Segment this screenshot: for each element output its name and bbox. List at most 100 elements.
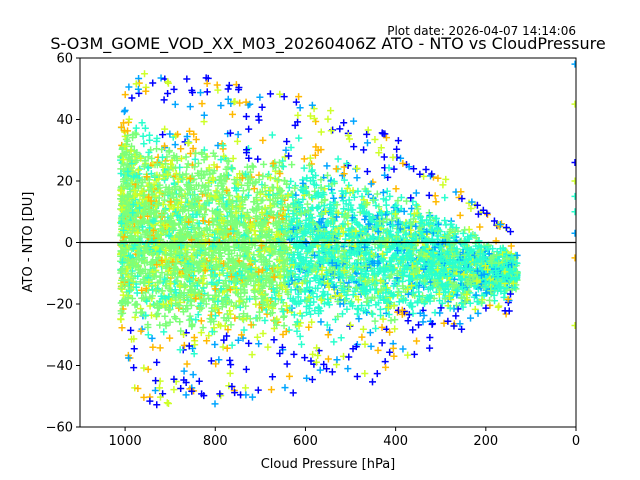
data-point: [254, 155, 262, 163]
data-point: [275, 159, 283, 167]
data-point: [326, 326, 334, 334]
data-point: [492, 237, 500, 245]
data-point: [311, 274, 319, 282]
data-point: [339, 197, 347, 205]
data-point: [372, 324, 380, 332]
data-point: [336, 263, 344, 271]
data-point: [303, 174, 311, 182]
data-point: [305, 293, 313, 301]
data-point: [161, 142, 169, 150]
data-point: [338, 310, 346, 318]
data-point: [308, 318, 316, 326]
data-point: [346, 321, 354, 329]
data-point: [131, 313, 139, 321]
data-point: [211, 152, 219, 160]
data-point: [317, 184, 325, 192]
data-point: [299, 195, 307, 203]
data-point: [128, 295, 136, 303]
data-point: [234, 336, 242, 344]
data-point: [138, 119, 146, 127]
data-point: [194, 169, 202, 177]
data-point: [199, 217, 207, 225]
data-point: [182, 305, 190, 313]
data-point: [431, 192, 439, 200]
data-point: [295, 265, 303, 273]
data-point: [350, 193, 358, 201]
data-point: [294, 198, 302, 206]
data-point: [127, 147, 135, 155]
data-point: [202, 300, 210, 308]
data-point: [136, 165, 144, 173]
data-point: [275, 292, 283, 300]
data-point: [117, 123, 125, 131]
data-point: [253, 333, 261, 341]
data-point: [328, 259, 336, 267]
data-point: [195, 220, 203, 228]
data-point: [337, 224, 345, 232]
data-point: [343, 255, 351, 263]
data-point: [162, 205, 170, 213]
data-point: [132, 283, 140, 291]
data-point: [395, 278, 403, 286]
data-point: [324, 331, 332, 339]
data-point: [229, 165, 237, 173]
data-point: [244, 181, 252, 189]
data-point: [203, 280, 211, 288]
data-point: [243, 312, 251, 320]
data-point: [211, 341, 219, 349]
data-point: [394, 197, 402, 205]
data-point: [269, 285, 277, 293]
data-point: [489, 245, 497, 253]
data-point: [434, 266, 442, 274]
data-point: [383, 248, 391, 256]
data-point: [243, 163, 251, 171]
data-point: [295, 274, 303, 282]
data-point: [139, 132, 147, 140]
data-point: [427, 278, 435, 286]
data-point: [156, 344, 164, 352]
data-point: [316, 276, 324, 284]
data-point: [305, 161, 313, 169]
data-point: [330, 223, 338, 231]
data-point: [205, 164, 213, 172]
data-point: [217, 156, 225, 164]
data-point: [218, 296, 226, 304]
data-point: [148, 154, 156, 162]
data-point: [120, 108, 128, 116]
data-point: [394, 228, 402, 236]
data-point: [314, 146, 322, 154]
data-point: [414, 297, 422, 305]
data-point: [237, 212, 245, 220]
data-point: [284, 202, 292, 210]
plot-date: Plot date: 2026-04-07 14:14:06: [387, 24, 576, 38]
data-point: [231, 314, 239, 322]
data-point: [337, 334, 345, 342]
data-point: [355, 315, 363, 323]
data-point: [260, 160, 268, 168]
data-point: [239, 334, 247, 342]
data-point: [192, 136, 200, 144]
data-point: [420, 312, 428, 320]
data-point: [377, 277, 385, 285]
data-point: [197, 187, 205, 195]
data-point: [459, 229, 467, 237]
data-point: [313, 293, 321, 301]
data-point: [157, 187, 165, 195]
data-point: [161, 294, 169, 302]
data-point: [166, 130, 174, 138]
data-point: [138, 187, 146, 195]
data-point: [271, 200, 279, 208]
data-point: [435, 290, 443, 298]
data-point: [404, 317, 412, 325]
data-point: [261, 316, 269, 324]
data-point: [144, 153, 152, 161]
data-point: [340, 288, 348, 296]
data-point: [227, 164, 235, 172]
data-point: [290, 311, 298, 319]
data-point: [330, 178, 338, 186]
data-point: [345, 196, 353, 204]
data-point: [254, 247, 262, 255]
data-point: [164, 171, 172, 179]
data-point: [232, 302, 240, 310]
data-point: [287, 143, 295, 151]
